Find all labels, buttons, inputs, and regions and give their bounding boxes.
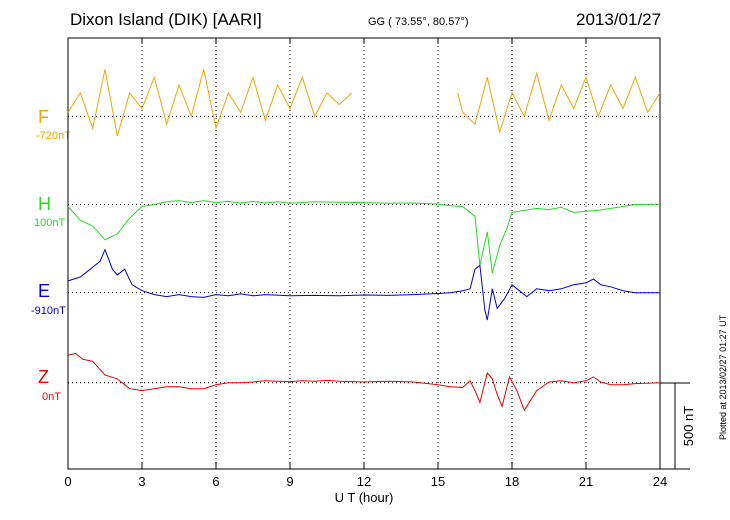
offset-F: -720nT [36, 130, 71, 142]
series-lines [67, 69, 661, 412]
offset-H: 100nT [34, 217, 66, 229]
x-axis-label: U T (hour) [335, 490, 394, 505]
offset-E: -910nT [31, 305, 66, 317]
geographic-coordinates: GG ( 73.55°, 80.57°) [368, 16, 469, 28]
label-F: F [38, 107, 49, 127]
label-E: E [38, 281, 51, 301]
scale-bar-label: 500 nT [681, 406, 696, 447]
x-tick-label-0: 0 [64, 474, 71, 489]
scale-bar: 500 nT [660, 382, 696, 470]
grid-lines [68, 38, 660, 469]
offset-Z: 0nT [42, 391, 61, 403]
x-tick-label-21: 21 [579, 474, 593, 489]
x-tick-label-12: 12 [357, 474, 371, 489]
label-H: H [38, 194, 51, 214]
chart-date: 2013/01/27 [576, 10, 662, 29]
x-tick-label-9: 9 [286, 474, 293, 489]
plotted-timestamp: Plotted at 2013/02/27 01:27 UT [718, 314, 728, 440]
series-Z-line [67, 352, 661, 412]
x-tick-label-24: 24 [653, 474, 667, 489]
x-tick-label-6: 6 [212, 474, 219, 489]
series-F-line-1 [457, 71, 661, 134]
label-Z: Z [38, 367, 49, 387]
series-H-line [67, 200, 661, 274]
series-F-line [67, 69, 353, 137]
x-tick-label-15: 15 [431, 474, 445, 489]
x-tick-label-3: 3 [138, 474, 145, 489]
axis-ticks: 0 3 6 9 12 15 18 21 24 [64, 38, 667, 489]
x-tick-label-18: 18 [505, 474, 519, 489]
series-E-line [67, 248, 660, 321]
station-title: Dixon Island (DIK) [AARI] [70, 10, 262, 29]
